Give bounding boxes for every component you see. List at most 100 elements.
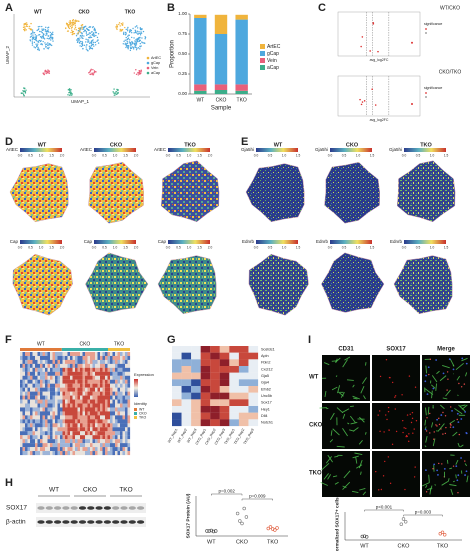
umap-point (96, 36, 99, 39)
dapi (464, 411, 467, 413)
axis-label: UMAP_2 (5, 46, 10, 65)
heatmap-cell (248, 352, 259, 360)
vessel (323, 473, 329, 480)
colorbar-tick: 0.5 (416, 245, 421, 249)
heatmap-cell (90, 375, 93, 380)
umap-point (135, 38, 137, 41)
vessel (455, 459, 459, 465)
heatmap-cell (52, 435, 56, 440)
nucleus (446, 389, 448, 391)
heatmap-cell (85, 407, 88, 412)
vessel (424, 445, 427, 448)
heatmap-cell (45, 379, 48, 384)
dot (362, 534, 367, 538)
x-tick-label: TKO (437, 543, 449, 549)
heatmap-cell (125, 391, 128, 396)
nucleus (405, 435, 407, 438)
vessel (465, 372, 468, 377)
heatmap-cell (87, 363, 91, 368)
heatmap-cell (50, 399, 53, 404)
heatmap-cell (52, 407, 56, 412)
umap-point (70, 24, 73, 26)
nucleus (386, 418, 388, 421)
heatmap-cell (52, 399, 56, 404)
heatmap-cell (25, 367, 28, 372)
heatmap-cell (50, 387, 53, 392)
heatmap-cell (72, 371, 76, 376)
heatmap-cell (60, 371, 63, 376)
heatmap-cell (30, 371, 33, 376)
p-value: p=0.003 (415, 510, 432, 515)
vessel (330, 430, 333, 436)
heatmap-cell (90, 352, 93, 357)
gene-label: Gja4 (261, 381, 269, 385)
heatmap-cell (120, 375, 123, 380)
umap-point (128, 34, 130, 36)
heatmap-cell (42, 435, 46, 440)
umap-point (44, 42, 46, 44)
heatmap-cell (238, 359, 249, 367)
umap-point (35, 45, 38, 48)
vessel (455, 474, 457, 479)
vessel (427, 487, 433, 491)
heatmap-cell (75, 352, 78, 357)
heatmap-cell (105, 423, 108, 428)
umap-point (36, 48, 39, 51)
umap-point (115, 27, 118, 29)
heatmap-cell (112, 435, 116, 440)
umap-point (52, 40, 54, 42)
heatmap-cell (65, 431, 68, 436)
umap-point (81, 32, 83, 34)
heatmap-cell (120, 403, 123, 408)
heatmap-cell (127, 363, 131, 368)
heatmap-cell (181, 406, 192, 413)
heatmap-cell (55, 395, 58, 400)
colorbar-tick: 1.5 (123, 153, 128, 157)
heatmap-cell (20, 371, 23, 376)
umap-point (43, 28, 45, 30)
heatmap-cell (90, 391, 93, 396)
umap-point (113, 88, 115, 90)
heatmap-cell (30, 375, 33, 380)
heatmap-cell (47, 395, 51, 400)
heatmap-cell (47, 355, 51, 361)
heatmap-cell (87, 443, 91, 448)
nucleus (460, 386, 463, 388)
heatmap-cell (67, 379, 71, 384)
heatmap-cell (57, 371, 61, 376)
umap-point (93, 72, 96, 74)
heatmap-cell (35, 383, 38, 388)
heatmap-cell (112, 379, 116, 384)
heatmap-cell (110, 352, 113, 357)
heatmap-cell (219, 386, 230, 393)
heatmap-cell (35, 403, 38, 408)
colorbar (168, 148, 210, 152)
heatmap-cell (95, 427, 98, 432)
umap-point (90, 45, 93, 47)
heatmap-cell (75, 367, 78, 372)
heatmap-cell (107, 399, 111, 404)
umap-point (92, 43, 95, 46)
heatmap-cell (42, 399, 46, 404)
heatmap-cell (92, 375, 96, 380)
feature-label: ArtEC (154, 147, 167, 152)
heatmap-cell (122, 427, 126, 432)
band (54, 520, 62, 524)
heatmap-cell (97, 395, 101, 400)
heatmap-cell (42, 367, 46, 372)
heatmap-cell (27, 443, 31, 448)
heatmap-cell (40, 383, 43, 388)
nucleus (445, 426, 447, 429)
heatmap-cell (80, 379, 83, 384)
heatmap-cell (55, 415, 58, 420)
heatmap-cell (75, 355, 78, 361)
heatmap-cell (47, 407, 51, 412)
umap-point (88, 26, 90, 29)
heatmap-cell (238, 392, 249, 400)
heatmap-cell (90, 383, 93, 388)
heatmap-cell (172, 346, 182, 353)
dapi (464, 474, 466, 476)
vessel (430, 384, 436, 389)
heatmap-cell (80, 411, 83, 416)
heatmap-cell (210, 346, 220, 353)
